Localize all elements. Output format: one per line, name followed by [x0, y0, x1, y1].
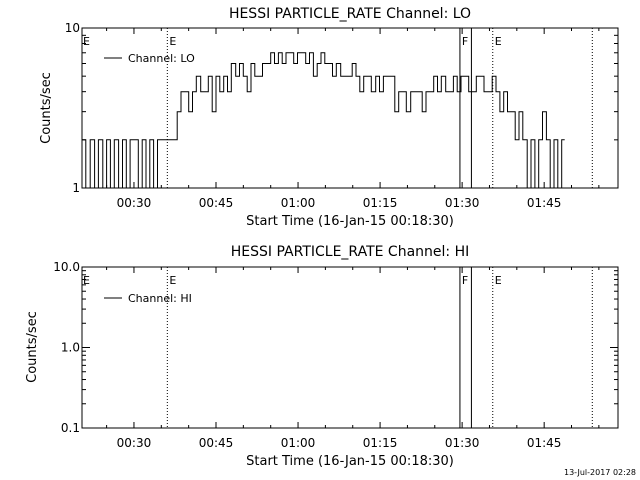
x-tick-label-hi: 00:30	[117, 436, 152, 450]
y-tick-label-hi: 1.0	[61, 341, 80, 355]
y-tick-label-hi: 10.0	[53, 260, 80, 274]
x-tick-label-hi: 01:00	[281, 436, 316, 450]
panel-lo: HESSI PARTICLE_RATE Channel: LO 00:30 00:…	[39, 6, 619, 229]
event-marker-label-lo: E	[495, 35, 502, 48]
event-marker-label-left-lo: E	[83, 35, 90, 48]
plot-frame-lo	[81, 27, 619, 189]
x-axis-label-hi: Start Time (16-Jan-15 00:18:30)	[246, 454, 454, 469]
x-axis-label-lo: Start Time (16-Jan-15 00:18:30)	[246, 214, 454, 229]
event-marker-label-hi: F	[462, 274, 468, 287]
x-tick-label-hi: 01:45	[527, 436, 562, 450]
plot-area-hi: 00:30 00:45 01:00 01:15 01:30 01:45 0.1 1.0 10.0…	[53, 260, 619, 450]
legend-label-lo: Channel: LO	[128, 52, 195, 65]
series-line-lo	[82, 52, 565, 189]
chart-title-lo: HESSI PARTICLE_RATE Channel: LO	[229, 6, 471, 22]
x-tick-label-lo: 01:15	[363, 196, 398, 210]
y-tick-label-lo: 10	[65, 21, 80, 35]
y-tick-label-hi: 0.1	[61, 421, 80, 435]
event-marker-label-lo: E	[169, 35, 176, 48]
x-tick-label-lo: 01:45	[527, 196, 562, 210]
event-marker-label-lo: F	[462, 35, 468, 48]
x-tick-label-lo: 01:30	[445, 196, 480, 210]
x-tick-label-lo: 00:45	[199, 196, 234, 210]
chart-title-hi: HESSI PARTICLE_RATE Channel: HI	[231, 244, 469, 260]
event-marker-label-hi: E	[495, 274, 502, 287]
event-marker-label-hi: E	[169, 274, 176, 287]
legend-label-hi: Channel: HI	[128, 292, 192, 305]
x-tick-label-lo: 00:30	[117, 196, 152, 210]
timestamp-stamp: 13-Jul-2017 02:28	[564, 468, 636, 477]
y-axis-label-hi: Counts/sec	[25, 311, 40, 383]
y-tick-label-lo: 1	[72, 181, 80, 195]
x-tick-label-hi: 01:15	[363, 436, 398, 450]
panel-hi: HESSI PARTICLE_RATE Channel: HI 00:30 00:…	[25, 244, 619, 469]
x-tick-label-lo: 01:00	[281, 196, 316, 210]
event-marker-label-left-hi: E	[83, 274, 90, 287]
y-axis-label-lo: Counts/sec	[39, 72, 54, 144]
x-tick-label-hi: 01:30	[445, 436, 480, 450]
x-tick-label-hi: 00:45	[199, 436, 234, 450]
